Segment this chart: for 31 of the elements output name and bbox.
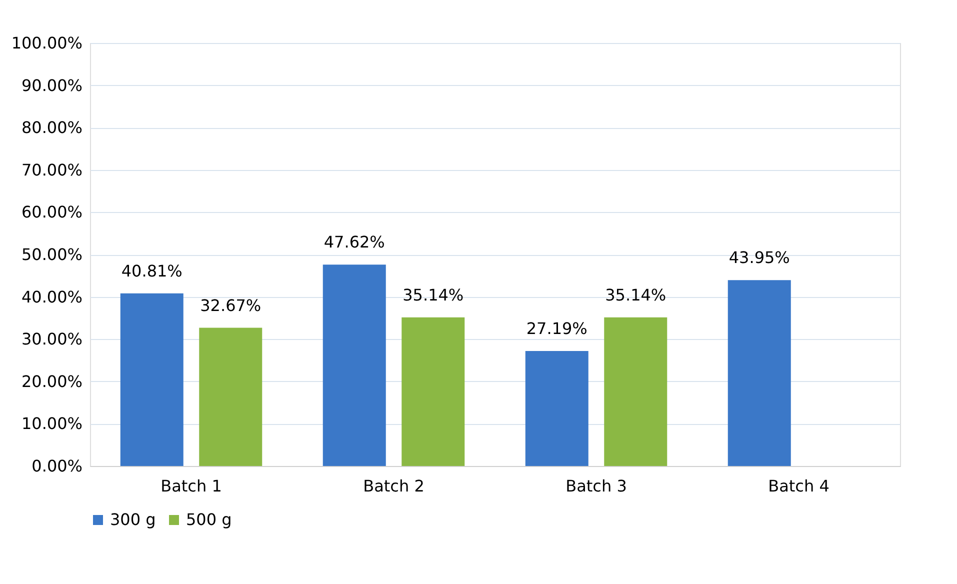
- legend-label: 300 g: [110, 510, 156, 529]
- bar: [525, 350, 588, 466]
- y-tick-label: 60.00%: [21, 202, 82, 222]
- data-label: 32.67%: [200, 296, 262, 315]
- y-tick-label: 100.00%: [11, 34, 82, 52]
- x-tick-label: Batch 2: [363, 476, 424, 496]
- y-tick-label: 0.00%: [32, 456, 82, 476]
- data-label: 35.14%: [605, 285, 666, 304]
- data-label: 47.62%: [324, 232, 385, 252]
- data-label: 35.14%: [402, 285, 464, 304]
- data-label: 27.19%: [526, 318, 588, 338]
- bar: [199, 328, 262, 466]
- y-tick-label: 30.00%: [21, 330, 82, 349]
- bar: [120, 293, 184, 466]
- y-tick-label: 80.00%: [21, 118, 82, 138]
- y-tick-label: 20.00%: [21, 372, 82, 391]
- bar: [402, 317, 465, 466]
- data-label: 43.95%: [728, 248, 790, 268]
- x-tick-label: Batch 4: [768, 476, 830, 496]
- x-tick-label: Batch 1: [160, 476, 222, 496]
- x-tick-label: Batch 3: [566, 476, 627, 496]
- y-tick-label: 10.00%: [21, 414, 82, 434]
- y-tick-label: 50.00%: [21, 245, 82, 264]
- y-tick-label: 40.00%: [21, 287, 82, 306]
- y-tick-label: 90.00%: [21, 76, 82, 95]
- data-label: 40.81%: [121, 261, 182, 280]
- bar: [322, 264, 386, 466]
- y-tick-label: 70.00%: [21, 160, 82, 180]
- bar: [604, 317, 668, 466]
- bar: [728, 280, 791, 466]
- legend-label: 500 g: [186, 510, 232, 529]
